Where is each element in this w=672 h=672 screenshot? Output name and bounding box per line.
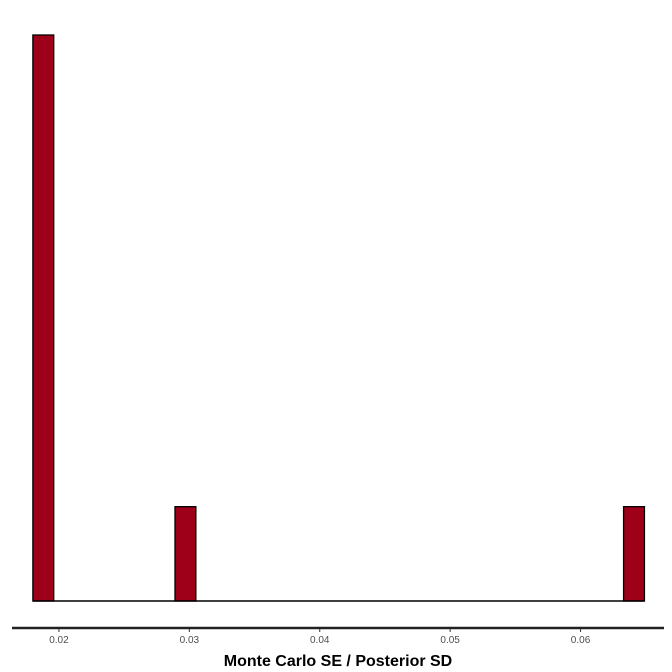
histogram-bar (174, 506, 197, 602)
x-axis-tick-label: 0.03 (180, 635, 200, 646)
x-axis-tick-label: 0.05 (440, 635, 460, 646)
bar-group (32, 34, 646, 602)
x-axis-tick-label: 0.06 (571, 635, 591, 646)
x-axis-title: Monte Carlo SE / Posterior SD (224, 653, 452, 670)
histogram-bar (622, 506, 646, 602)
x-axis-ticks: 0.02 0.03 0.04 0.05 0.06 (49, 629, 591, 646)
histogram-bar (32, 34, 55, 602)
x-axis-tick-label: 0.04 (310, 635, 330, 646)
x-axis-tick-label: 0.02 (49, 635, 69, 646)
